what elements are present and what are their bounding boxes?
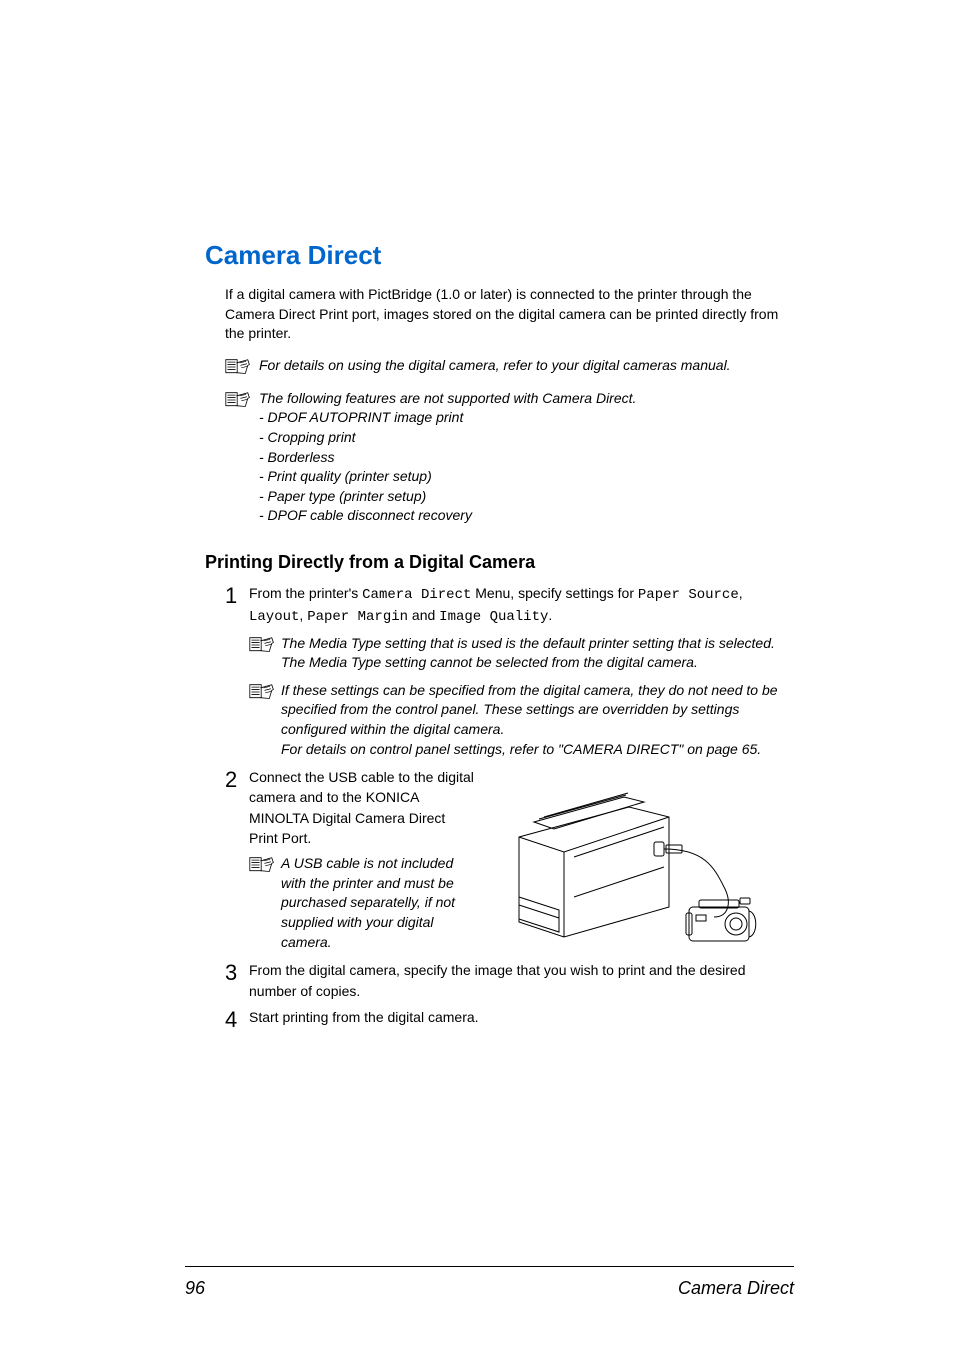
step-number: 3 xyxy=(225,960,249,1001)
heading-printing-directly: Printing Directly from a Digital Camera xyxy=(205,552,794,573)
note-unsupported-item: - Borderless xyxy=(259,448,794,468)
text-fragment: , xyxy=(739,585,743,601)
note-unsupported-item: - Print quality (printer setup) xyxy=(259,467,794,487)
step-4-text: Start printing from the digital camera. xyxy=(249,1007,794,1031)
note-unsupported: The following features are not supported… xyxy=(225,389,794,526)
footer-title: Camera Direct xyxy=(678,1278,794,1299)
note-body: A USB cable is not included with the pri… xyxy=(277,854,475,952)
note-manual: For details on using the digital camera,… xyxy=(225,356,794,381)
document-page: Camera Direct If a digital camera with P… xyxy=(0,0,954,1351)
code-text: Paper Margin xyxy=(307,609,408,625)
note-icon xyxy=(225,356,255,381)
note-unsupported-item: - Paper type (printer setup) xyxy=(259,487,794,507)
note-unsupported-lead: The following features are not supported… xyxy=(259,389,794,409)
note-line: If these settings can be specified from … xyxy=(281,681,794,740)
step-1-text: From the printer's Camera Direct Menu, s… xyxy=(249,583,794,628)
note-manual-text: For details on using the digital camera,… xyxy=(255,356,794,381)
step-1-note-settings: If these settings can be specified from … xyxy=(249,681,794,759)
intro-paragraph: If a digital camera with PictBridge (1.0… xyxy=(225,285,794,344)
step-2: 2 Connect the USB cable to the digital c… xyxy=(225,767,475,848)
note-icon xyxy=(249,681,277,759)
code-text: Camera Direct xyxy=(362,587,471,603)
heading-camera-direct: Camera Direct xyxy=(205,240,794,271)
note-unsupported-item: - DPOF AUTOPRINT image print xyxy=(259,408,794,428)
footer-rule xyxy=(185,1266,794,1267)
code-text: Paper Source xyxy=(638,587,739,603)
page-number: 96 xyxy=(185,1278,205,1299)
note-unsupported-item: - DPOF cable disconnect recovery xyxy=(259,506,794,526)
text-fragment: . xyxy=(548,607,552,623)
step-4: 4 Start printing from the digital camera… xyxy=(225,1007,794,1031)
page-footer: 96 Camera Direct xyxy=(185,1278,794,1299)
step-2-container: 2 Connect the USB cable to the digital c… xyxy=(225,767,794,960)
note-line: The Media Type setting cannot be selecte… xyxy=(281,653,794,673)
note-body: The Media Type setting that is used is t… xyxy=(277,634,794,673)
printer-camera-illustration xyxy=(493,767,794,960)
step-2-text-column: 2 Connect the USB cable to the digital c… xyxy=(225,767,475,960)
note-line: The Media Type setting that is used is t… xyxy=(281,634,794,654)
text-fragment: From the printer's xyxy=(249,585,362,601)
step-3: 3 From the digital camera, specify the i… xyxy=(225,960,794,1001)
step-1-note-mediatype: The Media Type setting that is used is t… xyxy=(249,634,794,673)
note-line: For details on control panel settings, r… xyxy=(281,740,794,760)
text-fragment: and xyxy=(408,607,439,623)
note-icon xyxy=(249,854,277,952)
note-icon xyxy=(225,389,255,526)
code-text: Layout xyxy=(249,609,299,625)
step-number: 2 xyxy=(225,767,249,848)
step-3-text: From the digital camera, specify the ima… xyxy=(249,960,794,1001)
text-fragment: Menu, specify settings for xyxy=(471,585,638,601)
note-unsupported-item: - Cropping print xyxy=(259,428,794,448)
code-text: Image Quality xyxy=(439,609,548,625)
note-unsupported-body: The following features are not supported… xyxy=(255,389,794,526)
note-icon xyxy=(249,634,277,673)
step-1: 1 From the printer's Camera Direct Menu,… xyxy=(225,583,794,628)
step-number: 1 xyxy=(225,583,249,628)
step-2-text: Connect the USB cable to the digital cam… xyxy=(249,767,475,848)
note-body: If these settings can be specified from … xyxy=(277,681,794,759)
step-number: 4 xyxy=(225,1007,249,1031)
step-2-note-usb: A USB cable is not included with the pri… xyxy=(249,854,475,952)
